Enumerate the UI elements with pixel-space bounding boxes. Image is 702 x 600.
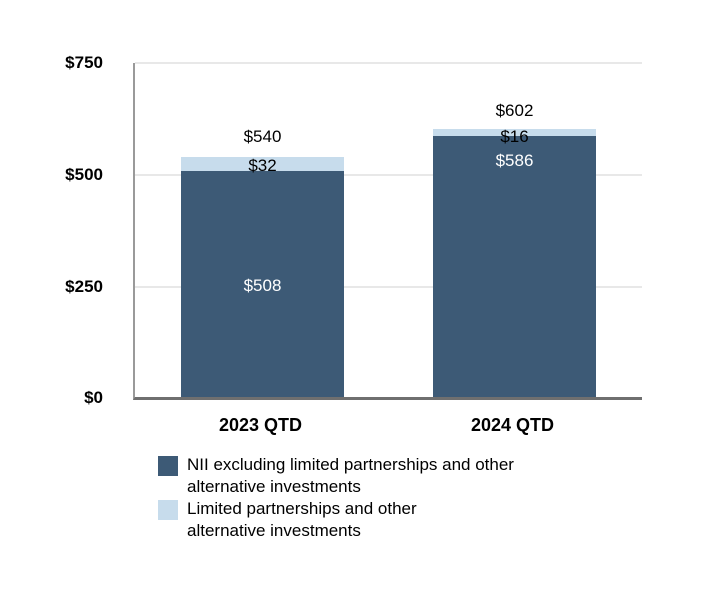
legend-item-limited-partnerships: Limited partnerships and other alternati…: [158, 498, 578, 542]
ytick-0: $0: [84, 388, 103, 407]
legend: NII excluding limited partnerships and o…: [158, 454, 578, 542]
total-label-2023: $540: [243, 127, 282, 146]
gridline-750: [135, 62, 642, 64]
legend-label-line2: alternative investments: [187, 477, 361, 496]
legend-item-nii-excluding: NII excluding limited partnerships and o…: [158, 454, 578, 498]
xaxis-label-2023-qtd: 2023 QTD: [218, 415, 303, 435]
bar-2024-qtd: [433, 129, 596, 397]
ytick-750: $750: [65, 53, 103, 72]
segment-limited-partnerships-2023: [181, 157, 344, 171]
legend-label-nii-excluding: NII excluding limited partnerships and o…: [187, 454, 514, 498]
segment-label-limited-2023: $32: [248, 156, 277, 175]
total-label-2024: $602: [495, 101, 534, 120]
legend-label-line1: Limited partnerships and other: [187, 499, 417, 518]
bar-2023-qtd: [181, 157, 344, 397]
ytick-250: $250: [65, 277, 103, 296]
gridline-250: [135, 286, 642, 288]
legend-label-line2: alternative investments: [187, 521, 361, 540]
legend-swatch-light: [158, 500, 178, 520]
segment-label-limited-2024: $16: [500, 127, 529, 146]
segment-label-nii-2024: $586: [495, 151, 534, 170]
segment-limited-partnerships-2024: [433, 129, 596, 136]
ytick-500: $500: [65, 165, 103, 184]
plot-area: $540 $32 $508 $602 $16 $586: [133, 62, 642, 400]
legend-label-line1: NII excluding limited partnerships and o…: [187, 455, 514, 474]
xaxis-label-2024-qtd: 2024 QTD: [470, 415, 555, 435]
legend-label-limited-partnerships: Limited partnerships and other alternati…: [187, 498, 417, 542]
legend-swatch-dark: [158, 456, 178, 476]
segment-label-nii-2023: $508: [243, 276, 282, 295]
segment-nii-excluding-2024: [433, 136, 596, 397]
segment-nii-excluding-2023: [181, 171, 344, 397]
gridline-500: [135, 174, 642, 176]
